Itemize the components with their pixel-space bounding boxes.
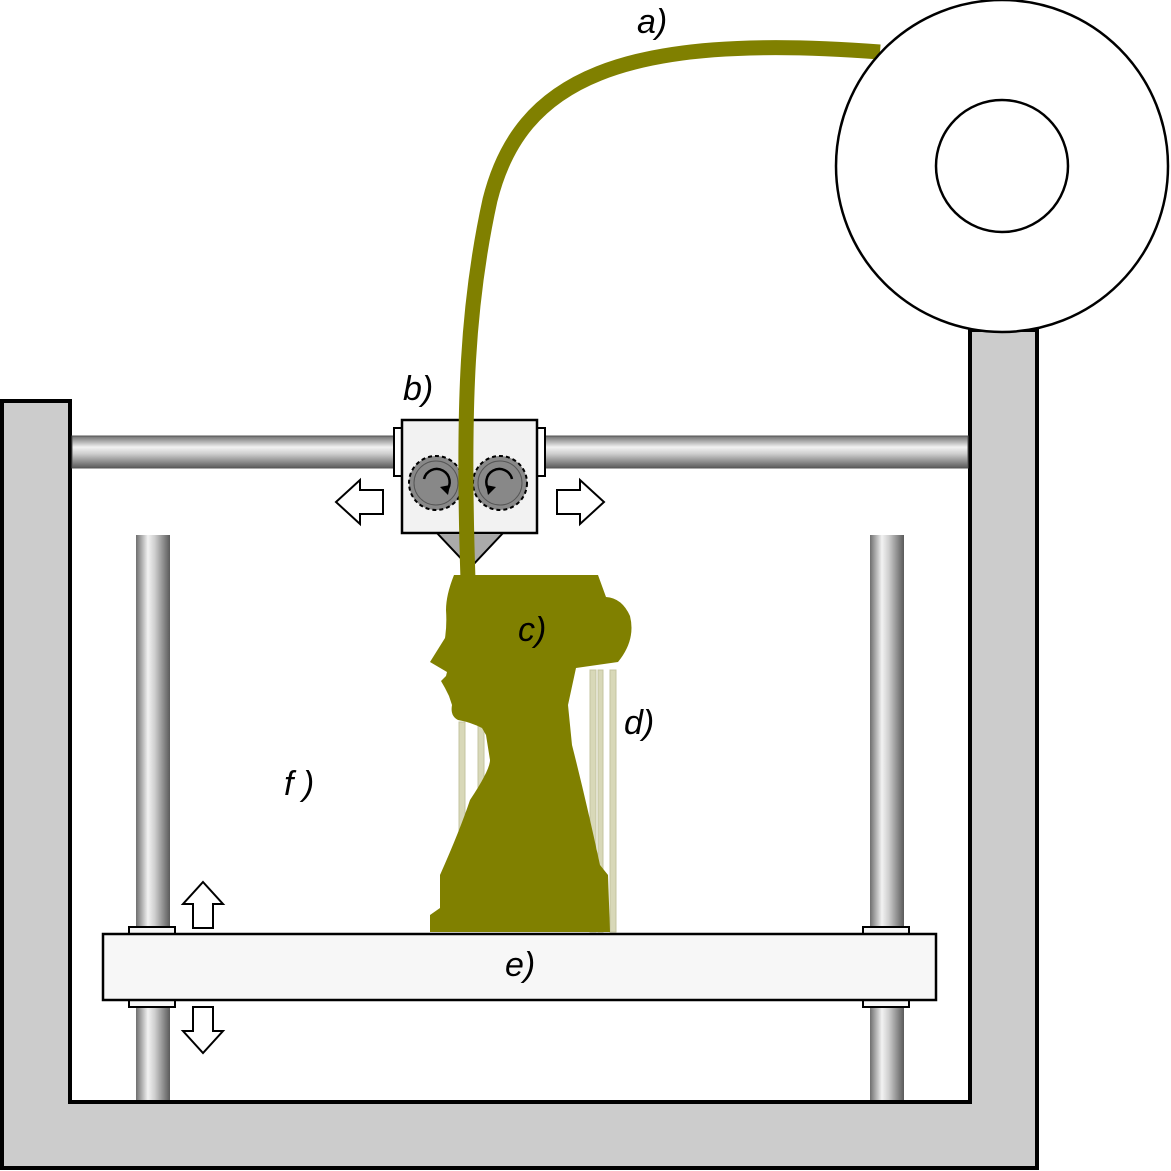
filament-spool [834,0,1170,334]
arrow-up-icon [180,880,226,929]
label-a: a) [637,3,667,41]
gear-right-icon [472,455,528,511]
z-axis-rod-left [136,535,170,1100]
arrow-down-icon [180,1006,226,1055]
label-d: d) [624,704,654,742]
label-c: c) [518,611,546,649]
filament-strand [458,40,881,581]
label-f: f ) [284,765,314,803]
label-b: b) [403,370,433,408]
gear-left-icon [408,455,464,511]
z-axis-rod-right [870,535,904,1100]
arrow-left-icon [334,477,384,527]
printed-object-bust [430,575,632,932]
build-platform [101,926,938,1008]
arrow-right-icon [556,477,606,527]
label-e: e) [505,946,535,984]
